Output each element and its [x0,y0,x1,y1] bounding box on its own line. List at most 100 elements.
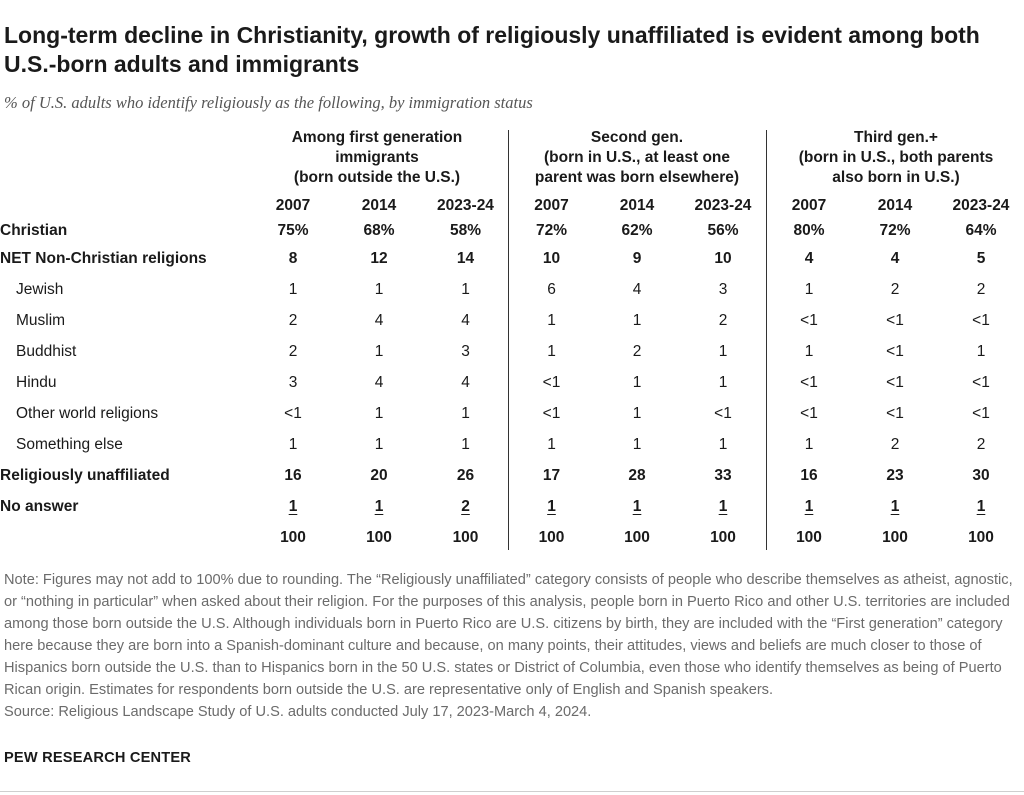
cell-value-text: <1 [714,404,732,422]
cell-value: <1 [938,367,1024,398]
cell-value: 1 [766,491,852,522]
table-row: Other world religions <1 1 1 <1 1 <1 <1 <1 <1 [0,398,1024,429]
cell-value-text: 1 [374,497,384,515]
cell-value-text: 14 [456,249,475,267]
cell-value-text: 72% [879,222,911,239]
cell-value: 4 [594,274,680,305]
cell-value: <1 [766,367,852,398]
table-row: Buddhist 2 1 3 1 2 1 1 <1 1 [0,336,1024,367]
cell-value: <1 [680,398,766,429]
cell-value-text: <1 [886,373,904,391]
cell-value-text: 1 [632,373,642,391]
cell-value-text: 75% [277,222,309,239]
cell-value: 3 [422,336,509,367]
group-header-third-gen: Third gen.+ (born in U.S., both parents … [770,128,1022,188]
group-header-line: immigrants [335,149,419,166]
group-header-first-gen: Among first generation immigrants (born … [262,128,492,188]
cell-value: 1 [250,429,336,460]
group-header-line: (born in U.S., both parents [798,149,994,166]
cell-value-text: 68% [363,222,395,239]
cell-value: 6 [509,274,594,305]
cell-value-text: <1 [972,373,990,391]
year-label: 2007 [275,197,311,214]
cell-value-text: 6 [547,280,556,298]
table-row: 100 100 100 100 100 100 100 100 100 [0,522,1024,553]
cell-value-text: 9 [632,249,642,267]
table-row: Hindu 3 4 4 <1 1 1 <1 <1 <1 [0,367,1024,398]
cell-value: 20 [336,460,422,491]
cell-value-text: 1 [890,497,900,515]
cell-value: 1 [422,398,509,429]
cell-value-text: 100 [796,528,822,546]
cell-value: 1 [852,491,938,522]
cell-value: 1 [594,491,680,522]
cell-value-text: <1 [886,311,904,329]
cell-value-text: 4 [374,311,384,329]
table-row: No answer 1 1 2 1 1 1 1 1 1 [0,491,1024,522]
cell-value-text: 100 [624,528,650,546]
cell-value: 16 [250,460,336,491]
cell-value-text: 4 [890,249,900,267]
row-label: Hindu [16,373,57,391]
table-row: NET Non-Christian religions 8 12 14 10 9 10 4 4 5 [0,243,1024,274]
chart-title: Long-term decline in Christianity, growt… [4,22,980,77]
cell-value-text: 100 [452,528,479,546]
cell-value-text: 4 [374,373,384,391]
cell-value: 1 [594,367,680,398]
cell-value: 1 [680,429,766,460]
cell-value: 100 [852,522,938,553]
cell-value: 68% [336,219,422,243]
cell-value: 30 [938,460,1024,491]
cell-value-text: 2 [976,435,986,453]
cell-value: 10 [680,243,766,274]
cell-value: 2 [938,274,1024,305]
cell-value-text: 10 [542,249,561,267]
cell-value-text: 30 [972,466,990,484]
cell-value-text: 16 [800,466,818,484]
cell-value: 100 [336,522,422,553]
data-table: 2007 2014 2023-24 2007 2014 2023-24 2007 2014 20… [0,193,1024,553]
group-header-line: Second gen. [590,129,684,146]
table-row: Religiously unaffiliated 16 20 26 17 28 33 16 23… [0,460,1024,491]
cell-value-text: 10 [714,249,732,267]
cell-value-text: <1 [972,311,990,329]
cell-value-text: 100 [538,528,565,546]
row-label: NET Non-Christian religions [0,249,207,267]
cell-value: 14 [422,243,509,274]
cell-value-text: 1 [547,342,556,360]
group-header-line: (born in U.S., at least one [543,149,731,166]
brand-logo-text: PEW RESEARCH CENTER [4,750,192,766]
cell-value: 80% [766,219,852,243]
cell-value: 10 [509,243,594,274]
cell-value-text: 1 [718,497,728,515]
table-row: Muslim 2 4 4 1 1 2 <1 <1 <1 [0,305,1024,336]
year-label: 2023-24 [952,197,1010,214]
group-divider [508,130,509,550]
cell-value-text: 100 [366,528,392,546]
cell-value: 4 [422,305,509,336]
year-header-row: 2007 2014 2023-24 2007 2014 2023-24 2007 2014 20… [0,193,1024,219]
year-label: 2014 [877,197,913,214]
row-label: No answer [0,497,79,515]
cell-value-text: <1 [284,404,302,422]
cell-value: 1 [766,429,852,460]
cell-value: 2 [250,305,336,336]
row-label: Christian [0,222,68,239]
cell-value-text: 1 [804,342,814,360]
cell-value: 33 [680,460,766,491]
cell-value-text: <1 [800,373,818,391]
cell-value: 1 [594,305,680,336]
cell-value: 1 [509,336,594,367]
cell-value-text: 2 [632,342,642,360]
cell-value-text: 1 [288,280,298,298]
cell-value-text: <1 [886,342,904,360]
cell-value: <1 [509,367,594,398]
cell-value: 100 [938,522,1024,553]
cell-value-text: 1 [374,435,384,453]
cell-value: 23 [852,460,938,491]
cell-value: 2 [680,305,766,336]
cell-value-text: 1 [632,311,642,329]
row-label: Religiously unaffiliated [0,466,170,484]
cell-value: <1 [250,398,336,429]
row-label: Other world religions [16,404,159,422]
